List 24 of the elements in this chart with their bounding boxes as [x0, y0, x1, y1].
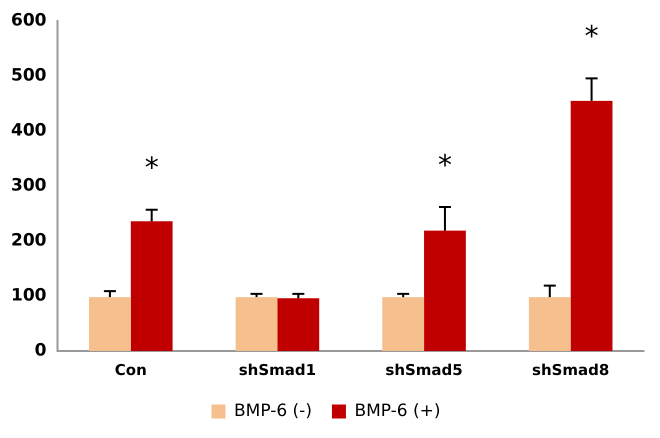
y-tick-label: 600 — [10, 10, 47, 31]
annotation: * — [144, 151, 159, 184]
y-tick-label: 500 — [10, 66, 47, 86]
legend-label: BMP-6 (-) — [234, 400, 312, 421]
bar — [424, 230, 466, 351]
x-tick-label: shSmad8 — [532, 360, 610, 379]
bar — [382, 297, 424, 351]
bar — [528, 297, 571, 351]
annotation: * — [584, 20, 599, 53]
bar — [570, 100, 612, 351]
y-tick-label: 400 — [10, 120, 47, 141]
y-tick-label: 0 — [34, 340, 47, 360]
x-tick-label: shSmad1 — [238, 360, 316, 379]
y-tick-label: 300 — [10, 176, 47, 196]
y-tick-label: 100 — [10, 285, 47, 306]
bar — [277, 298, 320, 351]
x-tick-label: Con — [114, 360, 147, 379]
x-tick-label: shSmad5 — [385, 360, 463, 379]
legend-label: BMP-6 (+) — [354, 400, 441, 421]
bar — [130, 221, 173, 351]
bar — [89, 297, 131, 351]
bar — [236, 297, 278, 351]
annotation: * — [438, 148, 452, 182]
y-tick-label: 200 — [10, 230, 47, 250]
